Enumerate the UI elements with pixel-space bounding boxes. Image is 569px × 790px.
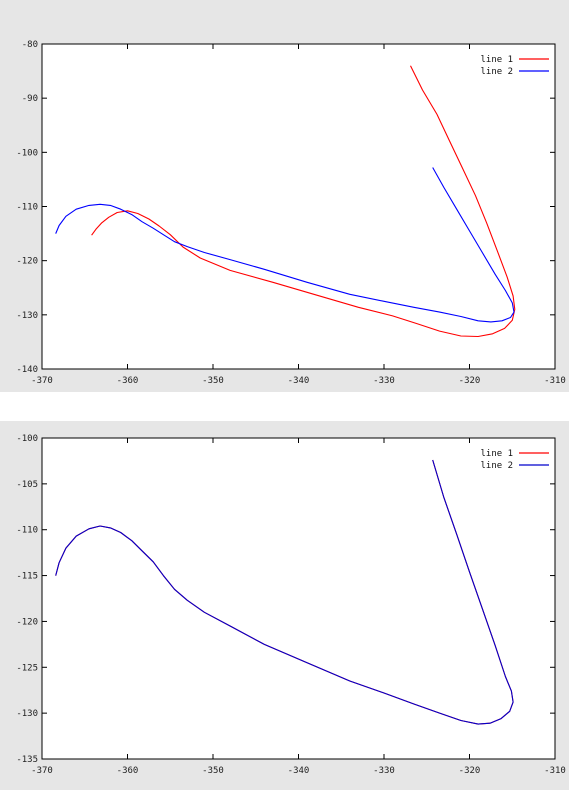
x-tick-label: -350	[202, 376, 224, 386]
x-tick-label: -370	[31, 376, 53, 386]
y-tick-label: -100	[16, 148, 38, 158]
x-tick-label: -330	[373, 376, 395, 386]
y-tick-label: -120	[16, 257, 38, 267]
x-tick-label: -340	[288, 376, 310, 386]
series-line-2	[55, 167, 515, 323]
chart-panel-bottom: -370 -360 -350 -340 -330 -320 -310 -135 -130 -125…	[0, 421, 569, 790]
y-tick-label: -120	[16, 617, 38, 627]
series-line-2	[55, 459, 514, 725]
y-tick-label: -110	[16, 526, 38, 536]
chart-panel-top: -370 -360 -350 -340 -330 -320 -310 -140 -130 -120…	[0, 0, 569, 392]
y-tick-label: -90	[22, 94, 38, 104]
legend-label-2: line 2	[480, 67, 513, 77]
legend-label-1: line 1	[480, 55, 513, 65]
x-tick-label: -370	[31, 766, 53, 776]
x-tick-label: -360	[117, 376, 139, 386]
legend-label-1: line 1	[480, 449, 513, 459]
y-tick-label: -135	[16, 755, 38, 765]
y-tick-label: -80	[22, 40, 38, 50]
plot-area	[41, 43, 556, 370]
y-tick-label: -110	[16, 203, 38, 213]
y-tick-label: -105	[16, 480, 38, 490]
plot-area	[41, 437, 556, 760]
y-tick-label: -125	[16, 663, 38, 673]
y-tick-label: -130	[16, 709, 38, 719]
x-tick-label: -360	[117, 766, 139, 776]
x-tick-label: -350	[202, 766, 224, 776]
legend-label-2: line 2	[480, 461, 513, 471]
x-tick-label: -340	[288, 766, 310, 776]
y-tick-label: -100	[16, 434, 38, 444]
x-tick-label: -310	[544, 376, 566, 386]
chart-top: -370 -360 -350 -340 -330 -320 -310 -140 -130 -120…	[16, 40, 566, 386]
series-line-1	[91, 65, 516, 338]
y-tick-label: -140	[16, 365, 38, 375]
x-tick-label: -320	[459, 766, 481, 776]
y-tick-label: -115	[16, 572, 38, 582]
x-tick-label: -330	[373, 766, 395, 776]
x-tick-label: -320	[459, 376, 481, 386]
x-tick-label: -310	[544, 766, 566, 776]
chart-bottom: -370 -360 -350 -340 -330 -320 -310 -135 -130 -125…	[16, 434, 566, 776]
y-tick-label: -130	[16, 311, 38, 321]
